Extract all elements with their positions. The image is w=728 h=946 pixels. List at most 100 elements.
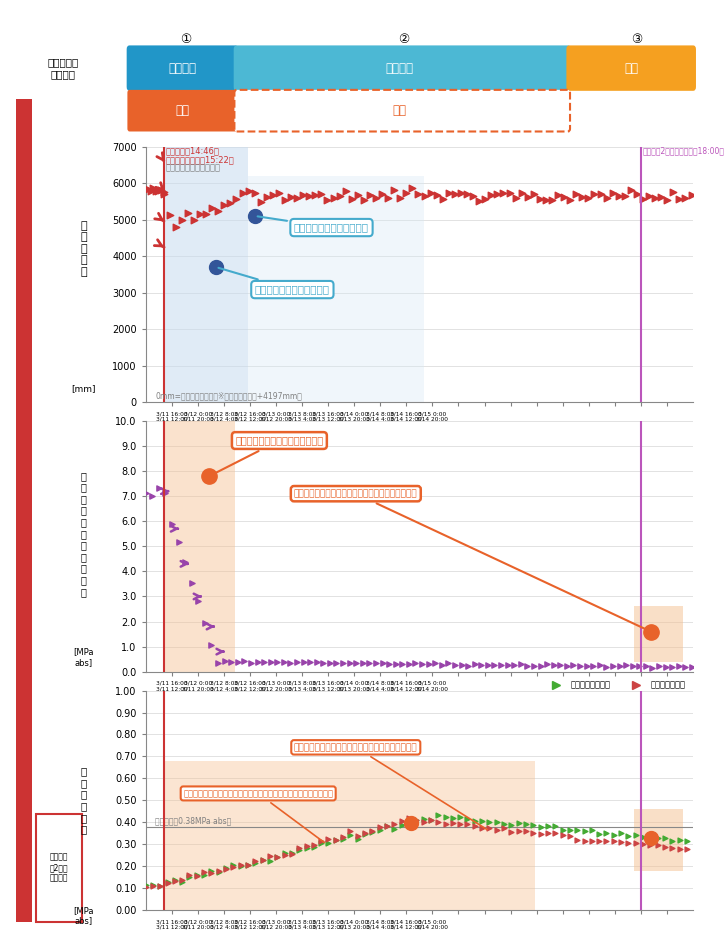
Point [279,193,290,208]
Text: 低圧注水により水位を維持: 低圧注水により水位を維持 [258,217,369,233]
Point [237,185,248,201]
Text: 減圧: 減圧 [175,104,190,117]
Point [384,657,395,672]
Point [258,655,270,670]
Point [535,819,547,834]
Point [153,184,165,199]
Point [273,185,285,201]
Point [308,837,320,852]
Point [418,812,430,827]
Text: 原
子
炉
（
圧
力
容
器
）
圧
力: 原 子 炉 （ 圧 力 容 器 ） 圧 力 [81,471,87,597]
Text: 福島第二2号機冷温停止（18:00）: 福島第二2号機冷温停止（18:00） [643,147,725,155]
Point [491,822,502,837]
Point [140,486,151,501]
Text: ①: ① [180,33,191,46]
Point [476,814,488,829]
Point [449,186,461,201]
Point [228,859,240,874]
Point [162,875,173,890]
Point [601,825,612,840]
Point [557,822,569,837]
Point [200,206,212,221]
Point [257,852,269,867]
Point [245,655,257,670]
Text: 水位計オーバースケール: 水位計オーバースケール [165,164,221,173]
Point [293,843,305,858]
Point [521,816,532,832]
Point [655,190,667,205]
Point [607,658,619,674]
Point [571,186,582,201]
Point [608,828,620,843]
Point [235,858,247,873]
Point [148,180,159,195]
Point [622,828,634,843]
Point [257,852,269,867]
Point [504,185,515,201]
Point [581,658,593,674]
Point [328,190,339,205]
Bar [164,761,535,910]
Point [627,658,638,674]
Point [264,853,276,868]
Point [498,185,510,201]
Point [403,656,415,671]
Point [469,657,480,672]
Point [513,823,524,838]
Point [469,813,480,828]
Point [182,206,194,221]
Point [413,187,424,202]
Point [140,880,151,895]
Text: 第一波津波襲来（15:22）: 第一波津波襲来（15:22） [165,155,234,164]
Point [370,656,381,671]
Point [323,836,334,851]
Point [389,816,400,832]
Point [521,824,532,839]
Bar [634,606,684,661]
Point [649,190,661,205]
Point [622,835,634,850]
Point [285,656,296,671]
Point [169,873,181,888]
Point [396,817,408,832]
Point [252,654,264,669]
Point [454,810,466,825]
Point [164,207,175,222]
Point [593,832,605,848]
Text: （福島第
二2号機
を例示）: （福島第 二2号機 を例示） [50,852,68,883]
Point [582,190,594,205]
Point [587,658,599,674]
Point [255,194,266,209]
Point [304,655,316,670]
Point [491,814,502,829]
Point [309,187,321,202]
Point [625,183,637,198]
Point [550,818,561,833]
Point [633,658,645,674]
Point [483,815,495,830]
Point [232,655,244,670]
Point [679,660,691,675]
Point [346,192,357,207]
Point [674,832,686,848]
Point [374,822,386,837]
Bar [248,176,424,402]
Point [586,822,598,837]
Point [279,848,290,863]
Point [418,815,430,830]
Point [322,192,333,207]
Point [528,658,539,674]
Point [357,656,368,671]
Point [571,832,583,848]
Point [205,865,217,880]
Point [674,841,686,856]
Point [150,184,162,199]
Point [607,185,619,201]
Point [158,184,170,200]
Point [315,833,327,849]
Point [218,198,230,213]
Point [308,839,320,854]
Point [411,813,422,828]
Point [440,816,451,832]
Point [291,191,303,206]
